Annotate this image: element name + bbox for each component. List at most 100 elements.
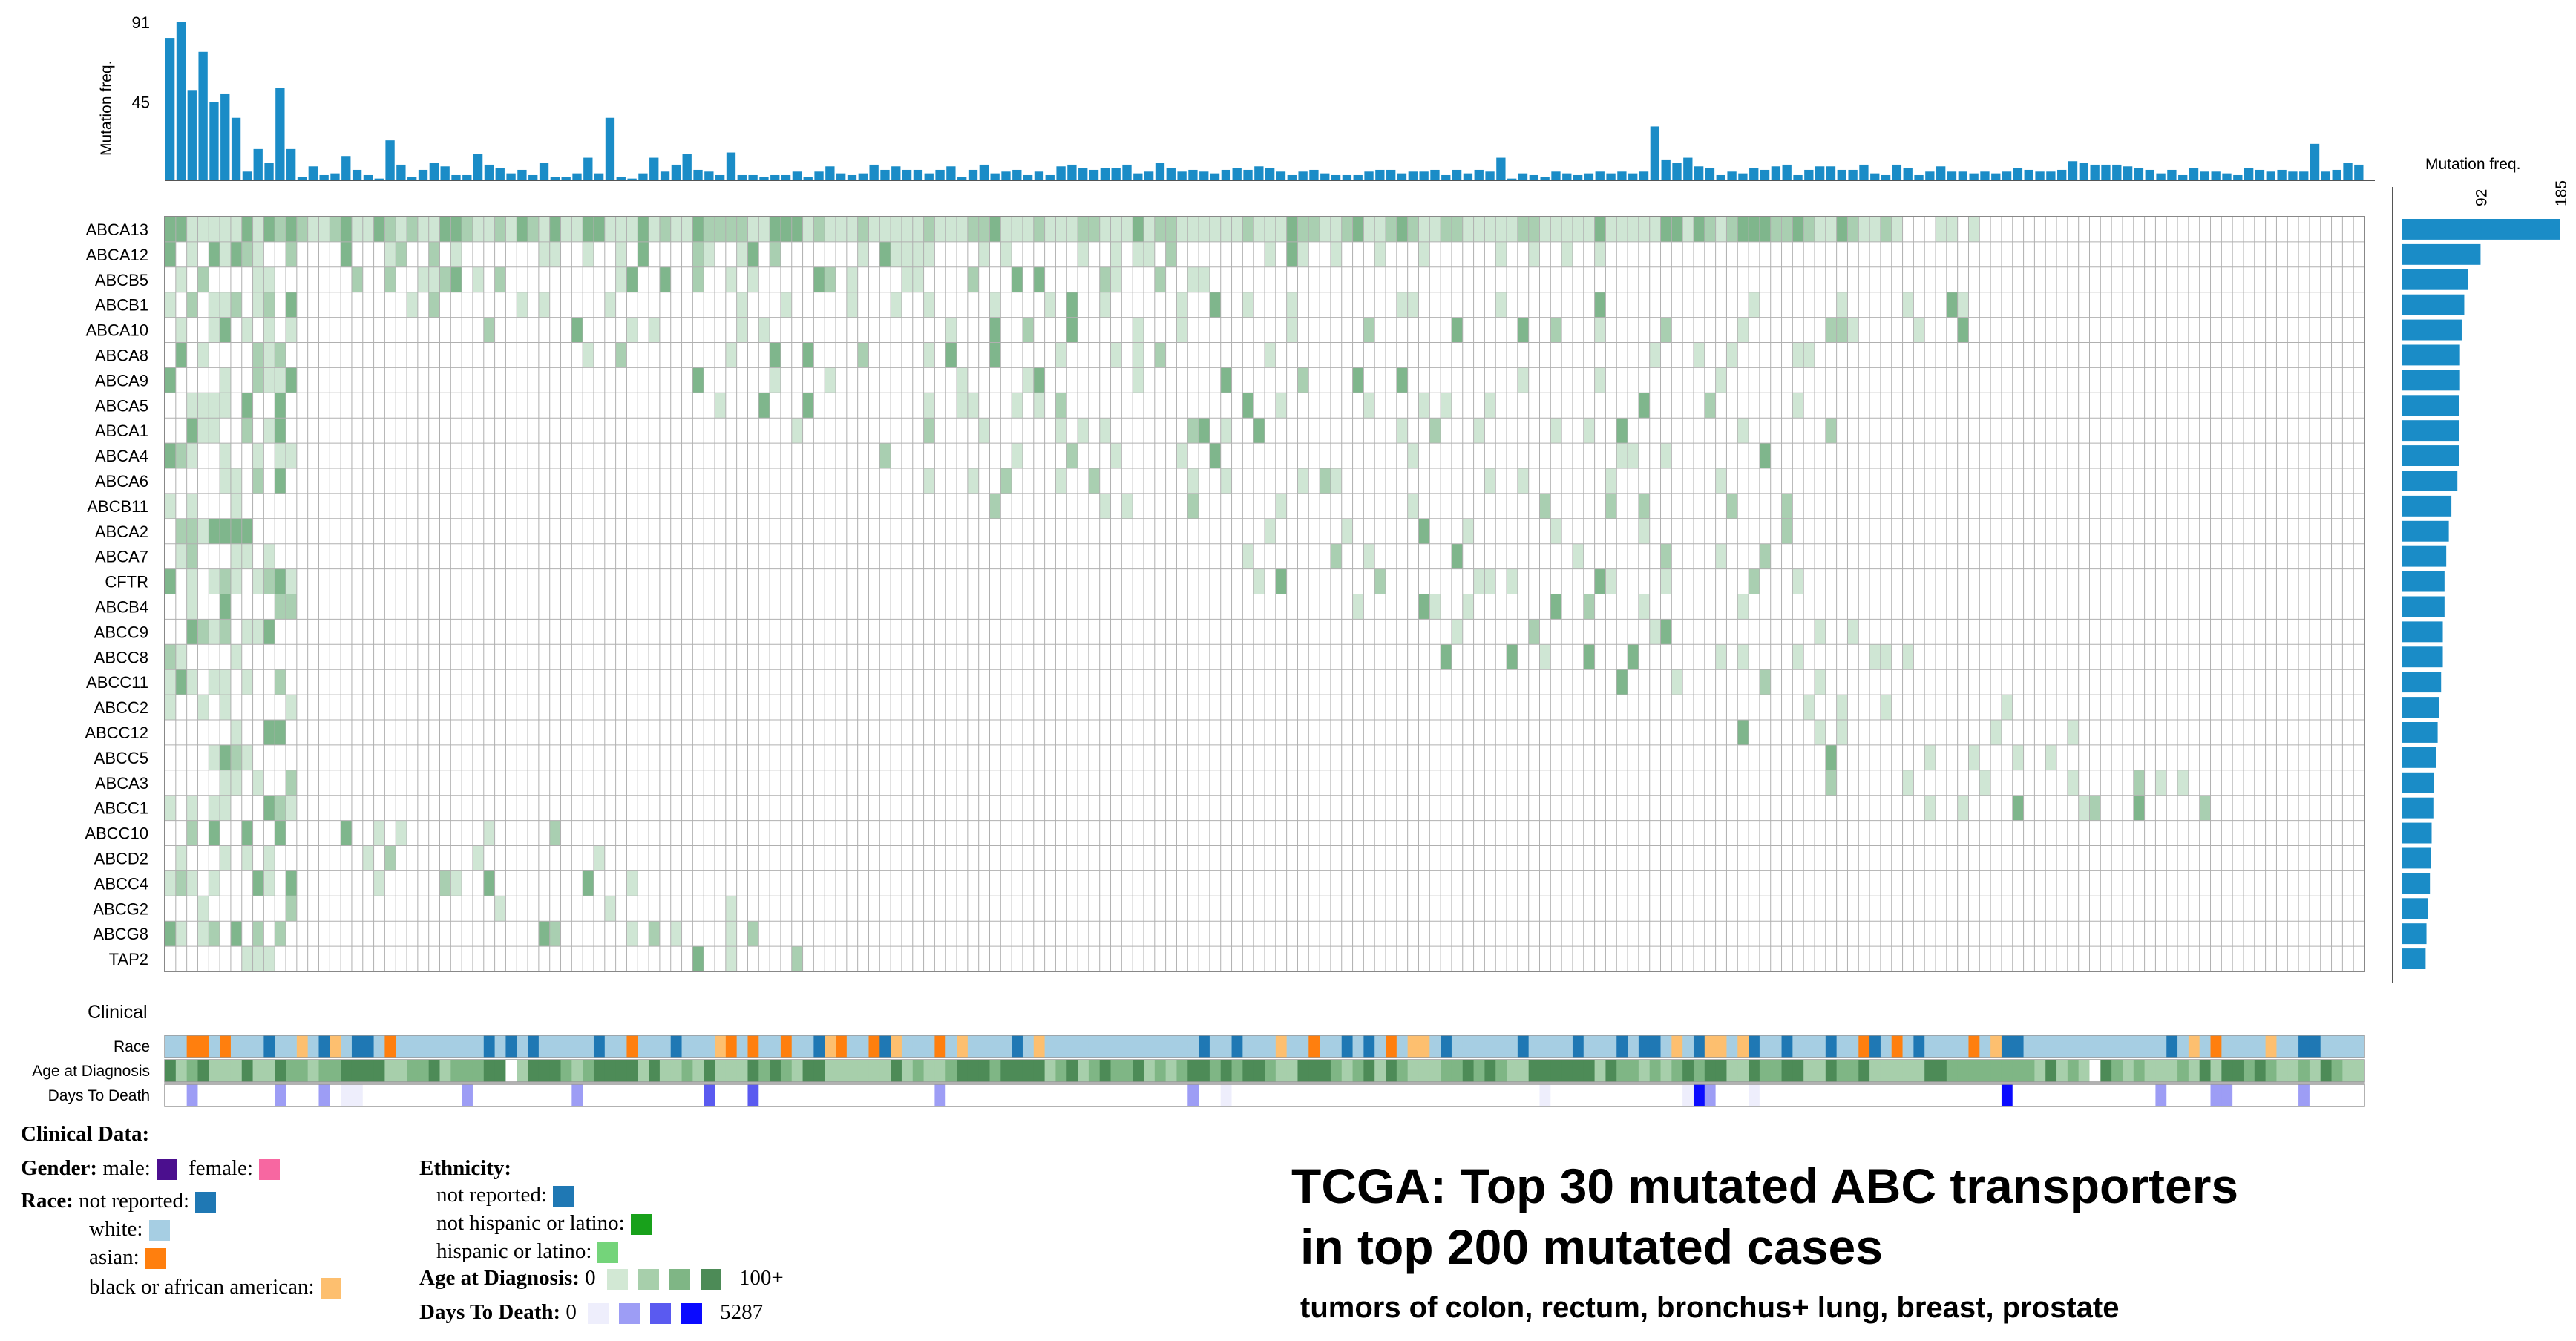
mutation-cell [1099, 418, 1111, 444]
mutation-cell [2001, 695, 2013, 720]
death-cell [1451, 1084, 1464, 1106]
mutation-cell [230, 292, 242, 318]
age-cell [1199, 1060, 1210, 1082]
case-bar [473, 154, 483, 180]
death-cell [1858, 1084, 1870, 1106]
mutation-cell [483, 317, 495, 343]
mutation-cell [275, 418, 286, 444]
mutation-cell [1033, 217, 1045, 242]
case-bar [1980, 171, 1990, 180]
race-cell [1352, 1035, 1364, 1058]
race-cell [2320, 1035, 2333, 1058]
age-cell [836, 1060, 848, 1082]
race-cell [1628, 1035, 1639, 1058]
race-cell [517, 1035, 528, 1058]
mutation-cell [901, 266, 913, 292]
death-cell [1473, 1084, 1485, 1106]
death-cell [307, 1084, 319, 1106]
death-cell [1242, 1084, 1254, 1106]
mutation-cell [230, 568, 242, 594]
mutation-cell [1418, 393, 1430, 419]
mutation-cell [517, 292, 528, 318]
case-bar [924, 173, 934, 180]
mutation-cell [1220, 367, 1232, 393]
race-cell [2056, 1035, 2068, 1058]
mutation-cell [1275, 568, 1287, 594]
mutation-cell [923, 217, 935, 242]
mutation-cell [1484, 568, 1496, 594]
mutation-cell [1199, 217, 1210, 242]
mutation-cell [1012, 217, 1023, 242]
mutation-cell [165, 695, 176, 720]
death-cell [2012, 1084, 2025, 1106]
death-cell [2210, 1084, 2222, 1106]
mutation-cell [209, 669, 220, 695]
case-bar [187, 90, 197, 180]
mutation-cell [770, 241, 781, 267]
mutation-cell [220, 468, 231, 494]
female-swatch [258, 1159, 280, 1181]
mutation-cell [220, 393, 231, 419]
age-cell [296, 1060, 309, 1082]
race-cell [747, 1035, 759, 1058]
mutation-cell [1759, 217, 1771, 242]
gene-frequency-bar [2402, 747, 2436, 768]
age-cell [1462, 1060, 1475, 1082]
mutation-cell [736, 217, 748, 242]
race-cell [593, 1035, 606, 1058]
case-bar [1023, 174, 1033, 180]
case-bar [2189, 168, 2199, 180]
mutation-cell [725, 946, 737, 971]
mutation-cell [1605, 568, 1617, 594]
gene-frequency-bar [2402, 319, 2462, 341]
mutation-cell [175, 543, 187, 569]
death-cell [1749, 1084, 1760, 1106]
death-cell [1000, 1084, 1012, 1106]
age-cell [659, 1060, 672, 1082]
mutation-cell [1330, 543, 1342, 569]
mutation-cell [1815, 217, 1826, 242]
race-cell [1781, 1035, 1793, 1058]
age-cell [286, 1060, 298, 1082]
mutation-cell [230, 770, 242, 796]
case-bar [1881, 174, 1891, 180]
mutation-cell [241, 418, 253, 444]
mutation-cell [275, 820, 286, 846]
mutation-cell [1078, 418, 1089, 444]
case-bar [1760, 169, 1770, 180]
mutation-cell [186, 443, 198, 468]
mutation-cell [1320, 217, 1331, 242]
case-bar [1551, 171, 1561, 180]
age-cell [2056, 1060, 2068, 1082]
mutation-cell [1836, 720, 1848, 745]
race-cell [692, 1035, 704, 1058]
mutation-cell [1418, 217, 1430, 242]
race-cell [1143, 1035, 1156, 1058]
age-cell [1441, 1060, 1452, 1082]
age-cell [2331, 1060, 2343, 1082]
death-cell [1968, 1084, 1980, 1106]
death-cell [1660, 1084, 1672, 1106]
case-bar [1298, 171, 1308, 180]
age-cell [1759, 1060, 1772, 1082]
eth-legend-not-hispanic: not hispanic or latino: [436, 1211, 658, 1236]
gene-frequency-bar [2402, 219, 2560, 240]
race-cell [1726, 1035, 1738, 1058]
case-bar [1496, 157, 1506, 180]
case-bar [2123, 166, 2133, 180]
case-bar [902, 169, 912, 180]
age-cell [307, 1060, 319, 1082]
clinical-data-heading: Clinical Data: [21, 1122, 150, 1146]
mutation-cell [825, 367, 836, 393]
mutation-cell [241, 518, 253, 544]
race-cell [396, 1035, 407, 1058]
mutation-cell [1055, 418, 1067, 444]
mutation-cell [1550, 217, 1562, 242]
mutation-cell [275, 669, 286, 695]
age-cell [1133, 1060, 1144, 1082]
age-cell [2001, 1060, 2013, 1082]
mutation-cell [1594, 568, 1606, 594]
mutation-cell [923, 292, 935, 318]
case-bar [330, 173, 340, 180]
death-cell [263, 1084, 275, 1106]
